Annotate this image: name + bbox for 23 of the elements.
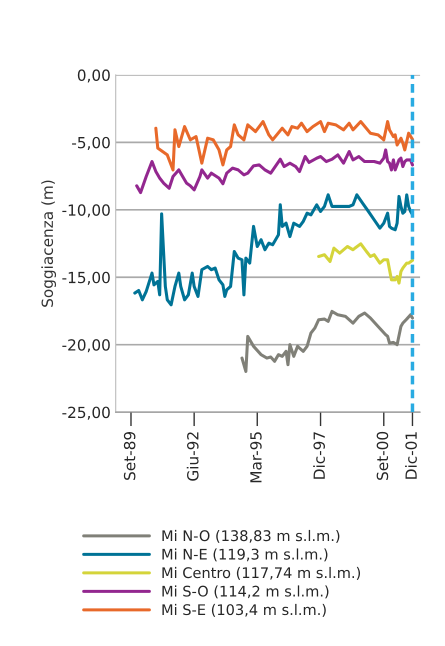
y-tick-label: -20,00	[62, 339, 110, 352]
legend-label: Mi S-O (114,2 m s.l.m.)	[162, 585, 328, 598]
legend-label: Mi Centro (117,74 m s.l.m.)	[162, 566, 360, 580]
y-tick-label: -25,00	[62, 406, 110, 420]
line-series	[135, 148, 414, 194]
x-tick-label: Set-89	[124, 432, 136, 480]
legend-label: Mi S-E (103,4 m s.l.m.)	[162, 604, 326, 617]
y-tick-label: 0,00	[78, 69, 110, 83]
line-series	[133, 193, 414, 306]
y-axis-title: Soggiacenza (m)	[41, 180, 56, 307]
y-tick-label: -5,00	[72, 136, 110, 150]
legend-label: Mi N-O (138,83 m s.l.m.)	[162, 530, 340, 543]
y-tick-label: -10,00	[62, 204, 110, 218]
y-tick-label: -15,00	[62, 272, 110, 285]
line-series	[317, 242, 414, 285]
x-tick-label: Set-00	[376, 432, 388, 480]
line-series	[240, 310, 414, 373]
line-series	[154, 120, 414, 172]
x-tick-label: Dic-01	[405, 432, 417, 479]
x-tick-label: Dic-97	[313, 432, 325, 479]
x-tick-label: Giu-92	[186, 432, 199, 481]
legend-label: Mi N-E (119,3 m s.l.m.)	[162, 548, 328, 562]
x-tick-label: Mar-95	[250, 432, 262, 482]
